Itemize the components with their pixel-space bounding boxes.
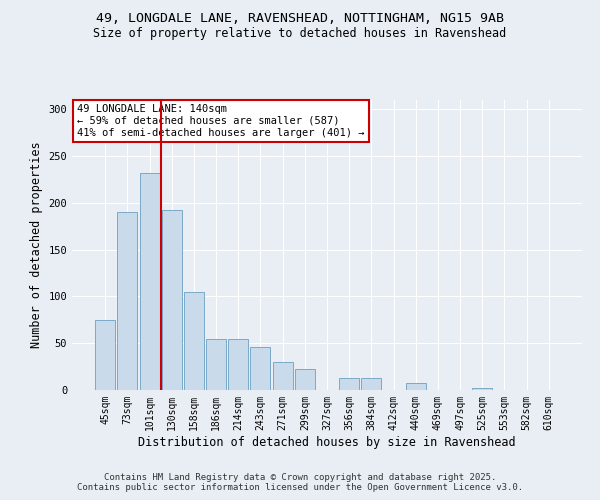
Bar bbox=[339, 378, 359, 390]
Bar bbox=[406, 384, 426, 390]
Y-axis label: Number of detached properties: Number of detached properties bbox=[30, 142, 43, 348]
Bar bbox=[184, 292, 204, 390]
Bar bbox=[95, 320, 115, 390]
Bar bbox=[140, 173, 160, 390]
X-axis label: Distribution of detached houses by size in Ravenshead: Distribution of detached houses by size … bbox=[138, 436, 516, 448]
Text: 49, LONGDALE LANE, RAVENSHEAD, NOTTINGHAM, NG15 9AB: 49, LONGDALE LANE, RAVENSHEAD, NOTTINGHA… bbox=[96, 12, 504, 26]
Bar bbox=[472, 388, 492, 390]
Text: Contains HM Land Registry data © Crown copyright and database right 2025.
Contai: Contains HM Land Registry data © Crown c… bbox=[77, 473, 523, 492]
Bar bbox=[228, 338, 248, 390]
Bar bbox=[272, 362, 293, 390]
Bar bbox=[162, 210, 182, 390]
Bar bbox=[361, 378, 382, 390]
Text: 49 LONGDALE LANE: 140sqm
← 59% of detached houses are smaller (587)
41% of semi-: 49 LONGDALE LANE: 140sqm ← 59% of detach… bbox=[77, 104, 365, 138]
Bar bbox=[295, 370, 315, 390]
Bar bbox=[250, 347, 271, 390]
Bar bbox=[206, 338, 226, 390]
Bar bbox=[118, 212, 137, 390]
Text: Size of property relative to detached houses in Ravenshead: Size of property relative to detached ho… bbox=[94, 28, 506, 40]
